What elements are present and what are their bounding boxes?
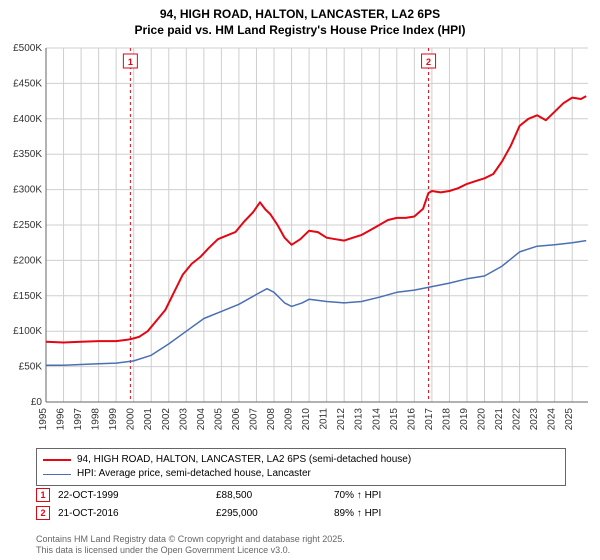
sales-table: 1 22-OCT-1999 £88,500 70% ↑ HPI 2 21-OCT-2016… xyxy=(36,486,566,522)
legend-label: HPI: Average price, semi-detached house,… xyxy=(77,467,311,481)
x-tick-label: 2001 xyxy=(143,408,154,431)
x-tick-label: 2024 xyxy=(547,408,558,431)
y-tick-label: £150K xyxy=(13,291,42,302)
y-tick-label: £50K xyxy=(19,362,43,373)
sale-hpi: 89% ↑ HPI xyxy=(334,508,444,519)
x-tick-label: 2016 xyxy=(406,408,417,431)
x-tick-label: 2020 xyxy=(477,408,488,431)
x-tick-label: 1995 xyxy=(38,408,49,431)
x-tick-label: 2000 xyxy=(126,408,137,431)
legend-swatch xyxy=(43,459,71,461)
sale-price: £88,500 xyxy=(216,490,326,501)
sale-marker-icon: 1 xyxy=(36,488,50,502)
y-tick-label: £200K xyxy=(13,255,42,266)
y-tick-label: £300K xyxy=(13,185,42,196)
x-tick-label: 1999 xyxy=(108,408,119,431)
legend-swatch xyxy=(43,474,71,475)
x-tick-label: 2014 xyxy=(371,408,382,431)
sale-price: £295,000 xyxy=(216,508,326,519)
x-tick-label: 2025 xyxy=(564,408,575,431)
sale-marker-number: 1 xyxy=(128,57,133,67)
x-tick-label: 2012 xyxy=(336,408,347,431)
y-tick-label: £500K xyxy=(13,43,42,54)
x-tick-label: 2017 xyxy=(424,408,435,431)
y-tick-label: £400K xyxy=(13,114,42,125)
x-tick-label: 2008 xyxy=(266,408,277,431)
y-tick-label: £100K xyxy=(13,326,42,337)
sale-hpi: 70% ↑ HPI xyxy=(334,490,444,501)
x-tick-label: 2003 xyxy=(178,408,189,431)
title-line-2: Price paid vs. HM Land Registry's House … xyxy=(0,22,600,38)
x-tick-label: 2006 xyxy=(231,408,242,431)
x-tick-label: 2009 xyxy=(284,408,295,431)
x-tick-label: 1998 xyxy=(91,408,102,431)
x-tick-label: 2011 xyxy=(319,408,330,430)
legend-label: 94, HIGH ROAD, HALTON, LANCASTER, LA2 6P… xyxy=(77,453,411,467)
legend: 94, HIGH ROAD, HALTON, LANCASTER, LA2 6P… xyxy=(36,448,566,486)
x-tick-label: 2018 xyxy=(441,408,452,431)
sale-marker-icon: 2 xyxy=(36,506,50,520)
x-tick-label: 2023 xyxy=(529,408,540,431)
footer-line-1: Contains HM Land Registry data © Crown c… xyxy=(36,534,345,545)
x-tick-label: 2002 xyxy=(161,408,172,431)
footer-attribution: Contains HM Land Registry data © Crown c… xyxy=(36,534,345,557)
x-tick-label: 2022 xyxy=(512,408,523,431)
sale-row: 1 22-OCT-1999 £88,500 70% ↑ HPI xyxy=(36,486,566,504)
x-tick-label: 2010 xyxy=(301,408,312,431)
sale-row: 2 21-OCT-2016 £295,000 89% ↑ HPI xyxy=(36,504,566,522)
x-tick-label: 2007 xyxy=(248,408,259,431)
sale-date: 22-OCT-1999 xyxy=(58,490,208,501)
x-tick-label: 2019 xyxy=(459,408,470,431)
x-tick-label: 2013 xyxy=(354,408,365,431)
chart-title: 94, HIGH ROAD, HALTON, LANCASTER, LA2 6P… xyxy=(0,0,600,38)
x-tick-label: 2005 xyxy=(213,408,224,431)
title-line-1: 94, HIGH ROAD, HALTON, LANCASTER, LA2 6P… xyxy=(0,6,600,22)
legend-item: 94, HIGH ROAD, HALTON, LANCASTER, LA2 6P… xyxy=(43,453,559,467)
y-tick-label: £250K xyxy=(13,220,42,231)
y-tick-label: £0 xyxy=(31,397,43,408)
x-tick-label: 2004 xyxy=(196,408,207,431)
x-tick-label: 1997 xyxy=(73,408,84,431)
sale-date: 21-OCT-2016 xyxy=(58,508,208,519)
x-tick-label: 2015 xyxy=(389,408,400,431)
legend-item: HPI: Average price, semi-detached house,… xyxy=(43,467,559,481)
x-tick-label: 1996 xyxy=(56,408,67,431)
price-chart: £0 £50K £100K £150K £200K £250K £300K £350K £400… xyxy=(0,42,600,442)
y-tick-label: £350K xyxy=(13,149,42,160)
footer-line-2: This data is licensed under the Open Gov… xyxy=(36,545,345,556)
x-tick-label: 2021 xyxy=(494,408,505,431)
y-tick-label: £450K xyxy=(13,78,42,89)
sale-marker-number: 2 xyxy=(426,57,431,67)
